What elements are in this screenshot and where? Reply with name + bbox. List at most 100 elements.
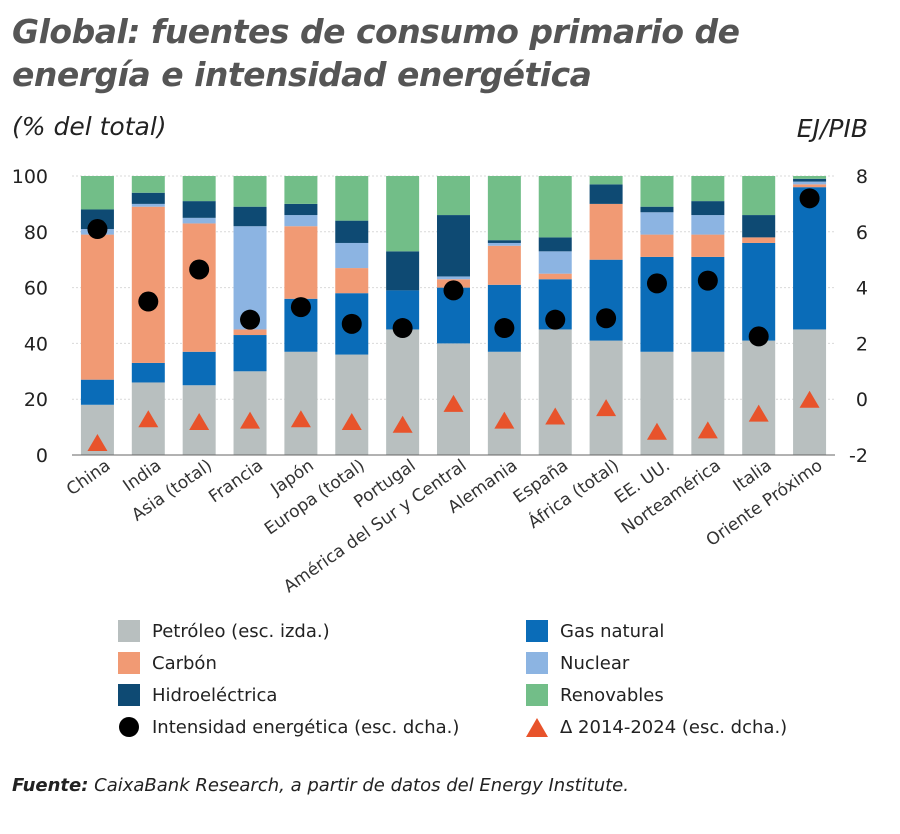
intensity-point bbox=[443, 280, 464, 301]
bar-segment-petroleo bbox=[589, 340, 623, 455]
legend-swatch-renovables bbox=[526, 684, 548, 706]
bar-segment-hidro bbox=[538, 237, 572, 252]
bar-segment-renovables bbox=[284, 176, 318, 204]
bar-segment-nuclear bbox=[335, 242, 369, 269]
delta-point bbox=[240, 411, 261, 429]
bar-segment-petroleo bbox=[335, 354, 369, 455]
intensity-point bbox=[748, 326, 769, 347]
left-tick-label: 80 bbox=[24, 222, 48, 244]
bar-segment-renovables bbox=[487, 176, 521, 241]
source-text: CaixaBank Research, a partir de datos de… bbox=[88, 775, 629, 796]
bar-segment-nuclear bbox=[487, 242, 521, 246]
legend-item-gas: Gas natural bbox=[526, 620, 664, 642]
intensity-point bbox=[392, 318, 413, 339]
intensity-point bbox=[646, 273, 667, 294]
bar-segment-hidro bbox=[386, 251, 420, 291]
bar-segment-gas bbox=[793, 187, 827, 330]
bar-segment-nuclear bbox=[131, 203, 165, 207]
bar-segment-gas bbox=[233, 335, 267, 372]
delta-point bbox=[341, 413, 362, 431]
bar-segment-renovables bbox=[589, 176, 623, 185]
intensity-point bbox=[87, 219, 108, 240]
bar-segment-gas bbox=[131, 362, 165, 383]
bar-segment-carbon bbox=[793, 184, 827, 188]
legend-item-intensidad: Intensidad energética (esc. dcha.) bbox=[118, 716, 459, 738]
legend-item-nuclear: Nuclear bbox=[526, 652, 629, 674]
bar-segment-carbon bbox=[538, 273, 572, 280]
delta-point bbox=[87, 433, 108, 451]
left-tick-label: 0 bbox=[36, 445, 48, 467]
bar-segment-hidro bbox=[182, 201, 216, 218]
bar-segment-renovables bbox=[233, 176, 267, 207]
intensity-point bbox=[240, 309, 261, 330]
bar-segment-hidro bbox=[589, 184, 623, 204]
right-tick-label: 2 bbox=[856, 333, 868, 355]
legend-swatch-petroleo bbox=[118, 620, 140, 642]
legend-label: Δ 2014-2024 (esc. dcha.) bbox=[560, 716, 788, 738]
bar-segment-nuclear bbox=[793, 181, 827, 185]
bar-segment-renovables bbox=[131, 176, 165, 193]
bar-segment-renovables bbox=[691, 176, 725, 202]
legend-item-petroleo: Petróleo (esc. izda.) bbox=[118, 620, 330, 642]
bar-segment-renovables bbox=[182, 176, 216, 202]
legend-marker-delta bbox=[526, 716, 548, 738]
legend-triangle-marker bbox=[526, 717, 548, 737]
bar-segment-hidro bbox=[284, 203, 318, 216]
delta-point bbox=[646, 422, 667, 440]
bar-segment-nuclear bbox=[691, 215, 725, 235]
source-label: Fuente: bbox=[12, 775, 89, 796]
bar-segment-petroleo bbox=[538, 329, 572, 455]
category-label: Francia bbox=[205, 456, 267, 507]
bar-segment-hidro bbox=[131, 192, 165, 204]
bar-segment-petroleo bbox=[487, 351, 521, 455]
left-tick-label: 60 bbox=[24, 278, 48, 300]
right-tick-label: 8 bbox=[856, 166, 868, 188]
right-tick-label: -2 bbox=[849, 445, 868, 467]
intensity-point bbox=[189, 259, 210, 280]
intensity-point bbox=[596, 308, 617, 329]
bar-segment-petroleo bbox=[284, 351, 318, 455]
delta-point bbox=[189, 413, 210, 431]
bar-segment-hidro bbox=[233, 206, 267, 227]
legend-swatch-nuclear bbox=[526, 652, 548, 674]
bar-segment-carbon bbox=[742, 237, 776, 243]
bar-segment-petroleo bbox=[386, 329, 420, 455]
bar-segment-carbon bbox=[233, 329, 267, 336]
intensity-point bbox=[138, 291, 159, 312]
delta-point bbox=[494, 411, 515, 429]
right-axis-unit: EJ/PIB bbox=[796, 114, 868, 143]
legend-dot-marker bbox=[119, 717, 139, 737]
source-note: Fuente: CaixaBank Research, a partir de … bbox=[12, 775, 629, 796]
bar-segment-carbon bbox=[80, 234, 114, 380]
intensity-point bbox=[341, 313, 362, 334]
delta-point bbox=[799, 390, 820, 408]
legend-label: Petróleo (esc. izda.) bbox=[152, 620, 330, 642]
bar-segment-renovables bbox=[335, 176, 369, 221]
legend-item-carbon: Carbón bbox=[118, 652, 217, 674]
intensity-point bbox=[799, 188, 820, 209]
intensity-point bbox=[494, 318, 515, 339]
bar-segment-gas bbox=[182, 351, 216, 386]
bar-segment-hidro bbox=[487, 240, 521, 243]
bar-segment-nuclear bbox=[284, 215, 318, 227]
delta-point bbox=[545, 407, 566, 425]
right-tick-label: 4 bbox=[856, 278, 868, 300]
bar-segment-carbon bbox=[131, 206, 165, 363]
legend-swatch-carbon bbox=[118, 652, 140, 674]
bar-segment-petroleo bbox=[691, 351, 725, 455]
left-axis-unit: (% del total) bbox=[12, 112, 167, 141]
right-tick-label: 6 bbox=[856, 222, 868, 244]
left-tick-label: 20 bbox=[24, 389, 48, 411]
legend-label: Gas natural bbox=[560, 620, 665, 642]
bar-segment-gas bbox=[589, 259, 623, 341]
bar-segment-renovables bbox=[793, 176, 827, 179]
legend-marker-intensidad bbox=[118, 716, 140, 738]
category-label: China bbox=[63, 456, 114, 500]
legend-item-delta: Δ 2014-2024 (esc. dcha.) bbox=[526, 716, 787, 738]
bar-segment-hidro bbox=[335, 220, 369, 243]
bar-segment-carbon bbox=[487, 245, 521, 285]
legend-label: Nuclear bbox=[560, 652, 630, 674]
legend-label: Intensidad energética (esc. dcha.) bbox=[152, 716, 460, 738]
bar-segment-carbon bbox=[335, 268, 369, 294]
